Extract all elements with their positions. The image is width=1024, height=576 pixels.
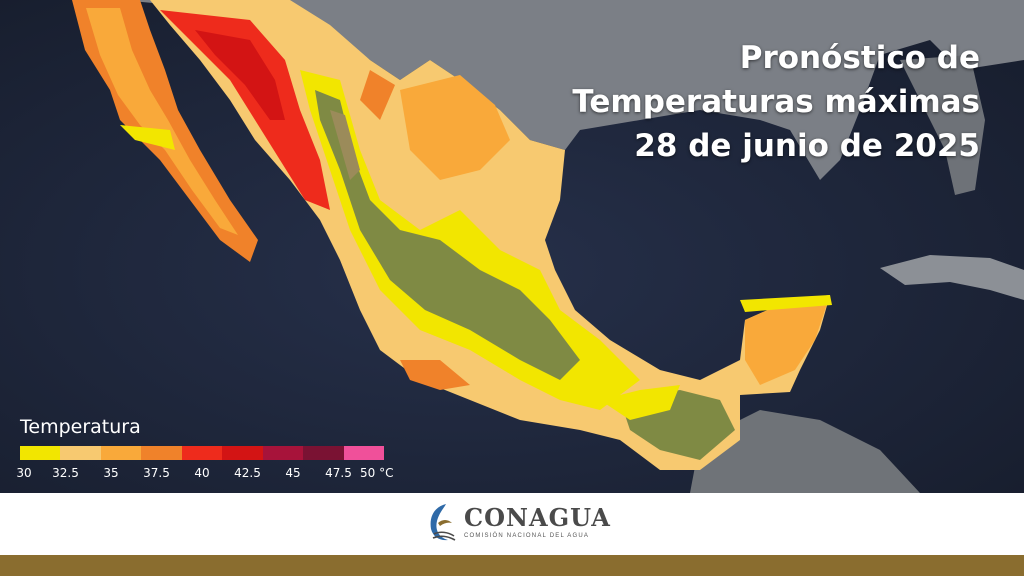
legend-tick-label: 37.5 [143,466,170,480]
legend-tick-label: 40 [194,466,210,480]
legend-swatch [100,446,142,460]
bottom-gold-bar [0,555,1024,576]
legend-title: Temperatura [20,416,141,438]
conagua-logo: CONAGUA COMISIÓN NACIONAL DEL AGUA [424,501,611,543]
northeast-orange [400,75,510,180]
temperature-map [0,0,1024,493]
map-canvas [0,0,1024,493]
legend-tick-label: 45 [285,466,301,480]
central-america-landmass [690,410,920,493]
sonora-core [195,30,285,120]
sonora-hot-zone [160,10,330,210]
legend-swatch [20,446,61,460]
legend-swatch [262,446,304,460]
legend-ticks: 30 32.5 35 37.5 40 42.5 45 47.5 50 °C [16,466,400,484]
legend-tick-label: 32.5 [52,466,79,480]
legend-swatch [222,446,263,460]
plateau-yellow [300,70,640,410]
map-title: Pronóstico de Temperaturas máximas 28 de… [572,36,980,168]
legend-tick-label: 30 [16,466,32,480]
north-landmass [120,0,1024,180]
pacific-orange [400,360,470,390]
legend-swatch [343,446,384,460]
legend-swatch [60,446,101,460]
temperature-legend: Temperatura 30 32.5 35 37.5 40 42.5 45 47.5 50 °… [16,416,400,484]
legend-swatch [141,446,182,460]
baja-inner [86,8,238,235]
title-line-2: Temperaturas máximas [572,84,980,120]
logo-name: CONAGUA [464,503,611,532]
legend-tick-label: 42.5 [234,466,261,480]
legend-color-scale [20,446,384,460]
legend-swatch [181,446,223,460]
conagua-emblem-icon [430,504,456,541]
legend-tick-label: 50 °C [360,466,394,480]
plateau-green [315,90,580,380]
title-line-1: Pronóstico de [739,40,980,76]
legend-tick-label: 47.5 [325,466,352,480]
footer-bar: CONAGUA COMISIÓN NACIONAL DEL AGUA [0,493,1024,555]
baja-yellow [120,125,175,150]
cuba-landmass [880,255,1024,300]
south-yellow [600,385,680,420]
title-line-3: 28 de junio de 2025 [634,128,980,164]
yucatan-yellow-edge [740,295,832,312]
plateau-brown [330,110,360,180]
florida-landmass [900,55,985,195]
yucatan-orange [745,295,830,385]
logo-subtitle: COMISIÓN NACIONAL DEL AGUA [464,533,590,539]
legend-tick-label: 35 [103,466,119,480]
legend-swatch [303,446,344,460]
chihuahua-orange [360,70,395,120]
